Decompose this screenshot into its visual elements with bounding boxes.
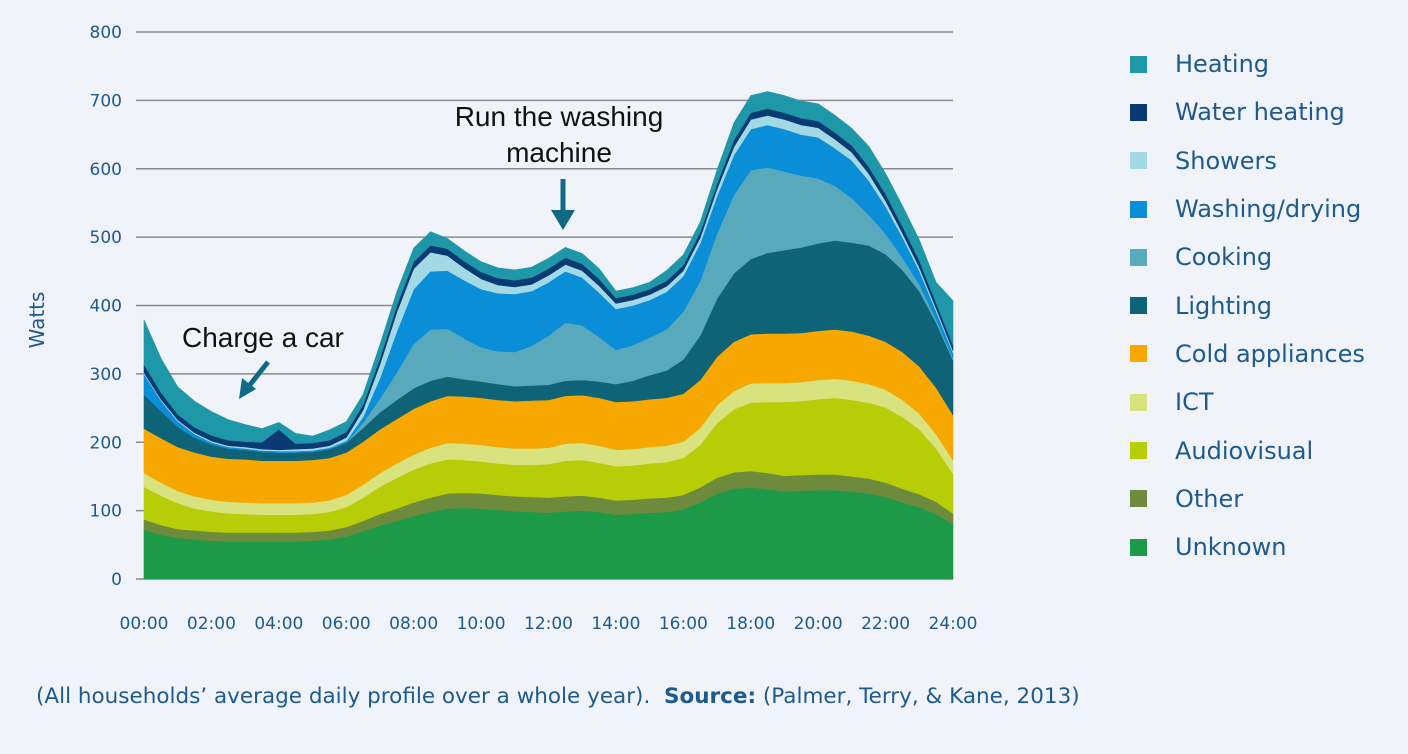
x-tick-label: 08:00 <box>389 614 438 634</box>
legend-item-cooking: Cooking <box>1130 233 1365 281</box>
charge-car-annotation: Charge a car <box>182 322 344 399</box>
legend-swatch <box>1130 248 1147 266</box>
x-axis-ticks: 00:00 02:00 04:00 06:00 08:00 10:00 12:00 14:00… <box>120 614 978 634</box>
charge-car-arrow-shaft <box>247 360 270 388</box>
legend-label: Heating <box>1175 50 1270 79</box>
legend-swatch <box>1130 538 1147 556</box>
legend-label: Water heating <box>1175 98 1345 127</box>
legend-label: Cooking <box>1175 243 1273 272</box>
y-tick-label: 400 <box>90 297 122 317</box>
caption-text: (All households’ average daily profile o… <box>36 684 651 709</box>
legend-item-audiovisual: Audiovisual <box>1130 426 1365 474</box>
y-tick-label: 100 <box>90 502 122 522</box>
legend-swatch <box>1130 297 1147 315</box>
legend-label: Unknown <box>1175 533 1287 562</box>
legend-item-ict: ICT <box>1130 378 1365 426</box>
x-tick-label: 12:00 <box>524 614 573 634</box>
legend-item-heating: Heating <box>1130 40 1365 88</box>
legend-item-cold-appliances: Cold appliances <box>1130 330 1365 378</box>
y-tick-label: 700 <box>90 91 122 111</box>
legend-label: Lighting <box>1175 291 1273 320</box>
source-label: Source: <box>663 684 757 709</box>
x-tick-label: 06:00 <box>322 614 371 634</box>
legend-item-unknown: Unknown <box>1130 523 1365 571</box>
legend-item-other: Other <box>1130 475 1365 523</box>
legend-item-washing-drying: Washing/drying <box>1130 185 1365 233</box>
legend-item-showers: Showers <box>1130 137 1365 185</box>
y-tick-label: 600 <box>90 160 122 180</box>
x-tick-label: 18:00 <box>726 614 775 634</box>
area-series-group <box>143 91 954 580</box>
legend-label: Washing/drying <box>1175 195 1362 224</box>
y-tick-label: 300 <box>90 365 122 385</box>
x-tick-label: 10:00 <box>457 614 506 634</box>
caption: (All households’ average daily profile o… <box>36 684 1080 709</box>
y-tick-label: 200 <box>90 433 122 453</box>
legend-swatch <box>1130 152 1147 170</box>
legend-swatch <box>1130 55 1147 73</box>
legend-swatch <box>1130 345 1147 363</box>
washing-machine-annotation: Run the washing machine <box>455 101 664 230</box>
legend-swatch <box>1130 103 1147 121</box>
x-tick-label: 20:00 <box>794 614 843 634</box>
x-tick-label: 24:00 <box>929 614 978 634</box>
legend-label: Showers <box>1175 146 1277 175</box>
y-axis-ticks: 0 100 200 300 400 500 600 700 800 <box>90 23 122 590</box>
y-tick-label: 0 <box>111 570 122 590</box>
y-tick-label: 800 <box>90 23 122 43</box>
washing-label-line1: Run the washing <box>455 101 664 132</box>
y-axis-label: Watts <box>25 292 49 349</box>
legend-swatch <box>1130 393 1147 411</box>
x-tick-label: 00:00 <box>120 614 169 634</box>
chart-legend: Heating Water heating Showers Washing/dryin… <box>1130 40 1365 571</box>
legend-swatch <box>1130 200 1147 218</box>
x-tick-label: 14:00 <box>591 614 640 634</box>
x-tick-label: 16:00 <box>659 614 708 634</box>
source-citation: (Palmer, Terry, & Kane, 2013) <box>762 684 1080 709</box>
x-tick-label: 22:00 <box>861 614 910 634</box>
charge-car-arrow-head <box>239 378 256 399</box>
legend-item-lighting: Lighting <box>1130 281 1365 329</box>
legend-label: Cold appliances <box>1175 339 1365 368</box>
y-tick-label: 500 <box>90 228 122 248</box>
x-tick-label: 02:00 <box>187 614 236 634</box>
legend-item-water-heating: Water heating <box>1130 88 1365 136</box>
legend-label: ICT <box>1175 388 1214 417</box>
legend-swatch <box>1130 442 1147 460</box>
charge-car-label: Charge a car <box>182 322 344 353</box>
legend-label: Audiovisual <box>1175 436 1314 465</box>
x-tick-label: 04:00 <box>254 614 303 634</box>
area-series-heating <box>143 91 954 444</box>
washing-arrow-head <box>551 210 575 230</box>
legend-swatch <box>1130 490 1147 508</box>
legend-label: Other <box>1175 484 1244 513</box>
washing-label-line2: machine <box>506 137 612 168</box>
